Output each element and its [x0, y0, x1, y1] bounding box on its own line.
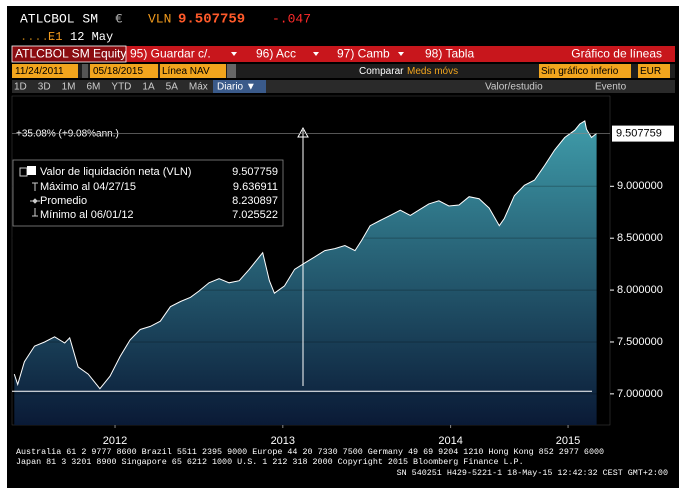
- x-tick-label: 2014: [438, 435, 462, 447]
- date: 12 May: [70, 30, 113, 44]
- event[interactable]: Evento: [595, 82, 627, 93]
- measure-arrow: [297, 126, 309, 138]
- period-button[interactable]: 6M: [87, 82, 101, 93]
- lower[interactable]: Sin gráfico inferio: [541, 66, 619, 77]
- toolbar: [12, 46, 675, 62]
- lower-box[interactable]: [539, 64, 631, 78]
- field: VLN: [148, 11, 171, 26]
- change: -.047: [272, 11, 311, 26]
- legend-value: 9.507759: [232, 166, 278, 178]
- end-date[interactable]: 05/18/2015: [93, 66, 143, 77]
- annotation: +35.08% (+9.08%ann.): [16, 129, 119, 140]
- security-box[interactable]: [11, 45, 127, 63]
- plot: [12, 120, 610, 425]
- action[interactable]: 95) Guardar c/.: [130, 47, 211, 61]
- field-arrow[interactable]: [227, 64, 236, 78]
- source: E1: [48, 30, 62, 44]
- period-button[interactable]: YTD: [111, 82, 131, 93]
- field-select[interactable]: Línea NAV: [162, 66, 210, 77]
- action[interactable]: 97) Camb: [337, 47, 390, 61]
- period-button[interactable]: 1A: [142, 82, 155, 93]
- last-value-label: 9.507759: [616, 128, 662, 140]
- start-date[interactable]: 11/24/2011: [15, 66, 64, 77]
- legend-swatch: [27, 166, 36, 175]
- legend: [12, 159, 284, 227]
- start-box[interactable]: [12, 64, 78, 78]
- currency-box[interactable]: [638, 64, 670, 78]
- currency: €: [115, 11, 123, 26]
- moving[interactable]: Meds móvs: [407, 66, 458, 77]
- frequency[interactable]: Diario ▼: [217, 82, 256, 93]
- stat-value: 7.025522: [232, 209, 278, 221]
- period-button[interactable]: 1D: [14, 82, 27, 93]
- periods: 1D 3D 1M 6M YTD 1A 5A Máx: [14, 82, 208, 93]
- field-box[interactable]: [160, 64, 226, 78]
- action[interactable]: 96) Acc: [256, 47, 296, 61]
- footer-line: Japan 81 3 3201 8900 Singapore 65 6212 1…: [16, 457, 524, 467]
- period-row: [12, 80, 675, 93]
- period-button[interactable]: Máx: [189, 82, 208, 93]
- stat-value: 8.230897: [232, 195, 278, 207]
- area-fill: [14, 120, 597, 425]
- x-tick-label: 2015: [556, 435, 580, 447]
- period-button[interactable]: 3D: [38, 82, 51, 93]
- stat-label: Máximo al 04/27/15: [40, 181, 136, 193]
- security[interactable]: ATLCBOL SM Equity: [15, 47, 126, 61]
- dropdown-arrows: [231, 52, 404, 56]
- legend-icons: [30, 182, 40, 217]
- ticker: ATLCBOL SM: [20, 11, 98, 26]
- dots: .....: [20, 30, 56, 44]
- stat-label: Promedio: [40, 195, 87, 207]
- sep: [82, 64, 88, 78]
- end-box[interactable]: [90, 64, 158, 78]
- study[interactable]: Valor/estudio: [485, 82, 543, 93]
- view: Gráfico de líneas: [571, 47, 662, 61]
- x-tick-label: 2013: [271, 435, 295, 447]
- y-tick-label: 9.000000: [617, 180, 663, 192]
- y-tick-label: 7.000000: [617, 388, 663, 400]
- footer-line: SN 540251 H429-5221-1 18-May-15 12:42:32…: [397, 468, 668, 478]
- series-line: [13, 120, 597, 390]
- legend-label: Valor de liquidación neta (VLN): [40, 166, 191, 178]
- period-button[interactable]: 1M: [62, 82, 76, 93]
- period-button[interactable]: 5A: [166, 82, 179, 93]
- frequency-box[interactable]: [213, 80, 266, 93]
- stat-label: Mínimo al 06/01/12: [40, 209, 134, 221]
- compare[interactable]: Comparar: [359, 66, 404, 77]
- last-value-box: [612, 125, 674, 142]
- footer-line: Australia 61 2 9777 8600 Brazil 5511 239…: [16, 447, 604, 457]
- x-tick-label: 2012: [103, 435, 127, 447]
- currency-select[interactable]: EUR: [640, 66, 661, 77]
- action[interactable]: 98) Tabla: [425, 47, 474, 61]
- y-tick-label: 8.000000: [617, 284, 663, 296]
- stat-value: 9.636911: [233, 181, 278, 193]
- y-tick-label: 8.500000: [617, 232, 663, 244]
- price: 9.507759: [178, 12, 245, 28]
- y-tick-label: 7.500000: [617, 336, 663, 348]
